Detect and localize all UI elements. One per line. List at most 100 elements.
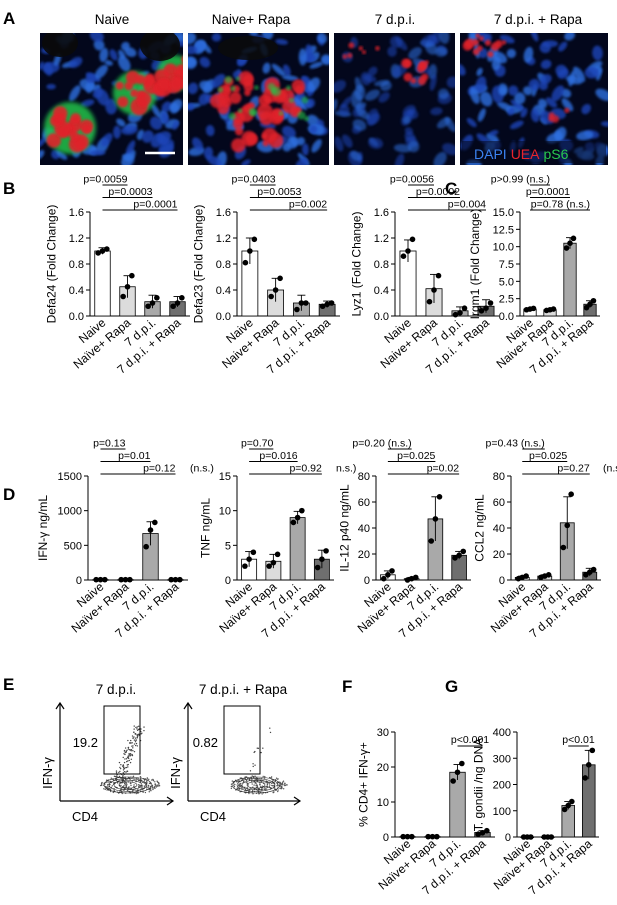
gate-box <box>103 705 141 775</box>
event-dot <box>120 784 122 787</box>
event-dot <box>136 736 138 738</box>
y-tick-label: 40 <box>493 523 505 535</box>
event-dot <box>279 787 281 790</box>
data-point <box>277 275 283 282</box>
p-value: p=0.27 <box>557 463 590 475</box>
data-point <box>314 564 321 571</box>
data-point <box>484 827 490 834</box>
event-dot <box>262 747 264 749</box>
y-tick-label: 0 <box>76 575 82 587</box>
y-axis-label: Defa23 (Fold Change) <box>192 205 206 324</box>
event-dot <box>132 745 134 747</box>
event-dot <box>99 784 102 787</box>
event-dot <box>236 787 238 789</box>
data-point <box>560 544 567 551</box>
y-axis-label: T. gondii /ng DNA <box>472 738 486 831</box>
gate-value: 0.82 <box>193 735 218 750</box>
event-dot <box>122 765 125 767</box>
event-dot <box>119 770 121 773</box>
data-point <box>400 253 407 259</box>
event-dot <box>251 789 254 792</box>
event-dot <box>268 776 271 779</box>
y-tick-label: 15.0 <box>493 207 514 219</box>
event-dot <box>126 783 128 785</box>
data-point <box>152 519 158 526</box>
event-dot <box>157 785 159 788</box>
ns-label: n.s.) <box>336 463 356 475</box>
p-value: p=0.78 (n.s.) <box>531 199 590 211</box>
p-value: p=0.025 <box>397 450 435 462</box>
p-value: p=0.02 <box>427 463 460 475</box>
data-point <box>389 568 395 574</box>
event-dot <box>128 786 130 788</box>
event-dot <box>120 789 122 791</box>
event-dot <box>133 785 135 788</box>
event-dot <box>127 739 129 742</box>
data-point <box>461 305 468 312</box>
event-dot <box>127 760 129 762</box>
y-tick-label: 40 <box>358 523 370 535</box>
event-dot <box>139 784 141 787</box>
y-tick-label: 20 <box>377 762 389 774</box>
data-point <box>266 563 272 569</box>
data-point <box>431 287 437 293</box>
event-dot <box>133 728 135 730</box>
event-dot <box>125 758 128 760</box>
p-value: p=0.20 (n.s.) <box>352 438 411 450</box>
data-point <box>487 300 494 306</box>
y-tick-label: 400 <box>493 727 511 739</box>
event-dot <box>244 788 247 791</box>
event-dot <box>130 739 132 742</box>
data-point <box>479 830 486 836</box>
y-tick-label: 5.0 <box>499 276 514 288</box>
event-dot <box>251 783 253 785</box>
event-dot <box>247 784 249 786</box>
event-dot <box>284 784 286 787</box>
event-dot <box>143 779 146 781</box>
event-dot <box>130 784 132 787</box>
data-point <box>385 572 391 578</box>
event-dot <box>119 767 122 770</box>
event-dot <box>139 778 142 780</box>
data-point <box>569 798 575 805</box>
data-point <box>95 250 101 256</box>
y-axis-label: Lyz1 (Fold Change) <box>350 212 364 317</box>
bar <box>289 517 306 581</box>
event-dot <box>257 791 260 793</box>
data-point <box>143 543 149 550</box>
event-dot <box>119 766 121 769</box>
y-tick-label: 1500 <box>58 471 82 483</box>
y-tick-label: 0.4 <box>374 285 389 297</box>
contour <box>241 779 271 791</box>
event-dot <box>124 788 126 790</box>
data-point <box>456 552 462 559</box>
micrograph-image <box>40 33 183 165</box>
event-dot <box>132 747 134 749</box>
event-dot <box>284 782 286 784</box>
event-dot <box>123 761 126 764</box>
event-dot <box>125 778 127 781</box>
event-dot <box>100 782 103 785</box>
data-point <box>122 576 129 583</box>
p-value: p=0.12 <box>143 463 176 475</box>
event-dot <box>153 786 155 789</box>
y-tick-label: 1.6 <box>374 207 389 219</box>
event-dot <box>282 781 284 783</box>
event-dot <box>144 785 146 787</box>
contour <box>108 778 148 792</box>
event-dot <box>145 783 147 785</box>
event-dot <box>133 750 136 753</box>
data-point <box>550 306 557 312</box>
data-point <box>319 556 325 562</box>
event-dot <box>236 781 238 783</box>
event-dot <box>233 784 235 786</box>
event-dot <box>255 786 258 789</box>
p-value: p=0.13 <box>93 438 126 450</box>
event-dot <box>252 763 254 765</box>
data-point <box>435 272 442 279</box>
event-dot <box>137 735 139 737</box>
event-dot <box>259 786 262 788</box>
event-dot <box>127 746 130 749</box>
data-point <box>251 236 258 243</box>
flow-plot: 7 d.p.i. 19.2 CD4 IFN-γ <box>40 682 175 824</box>
